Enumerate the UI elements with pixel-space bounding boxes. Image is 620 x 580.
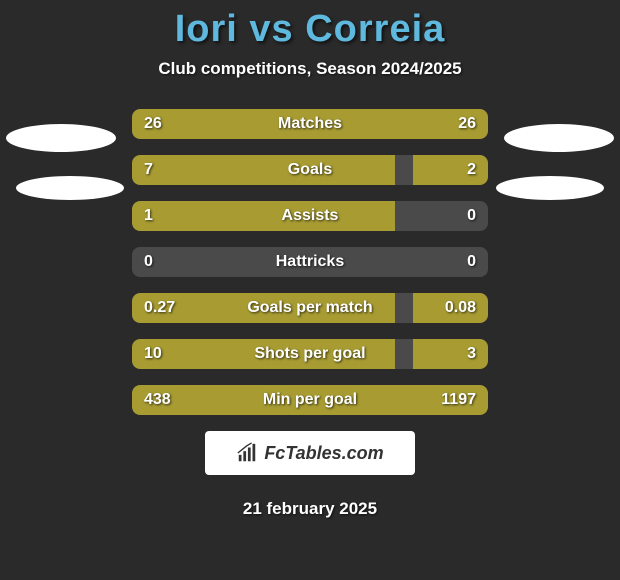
player-right-placeholder-2 [496, 176, 604, 200]
stat-rows: 2626Matches 72Goals 10Assists 00Hattricks 0.… [132, 109, 488, 415]
player-right-placeholder-1 [504, 124, 614, 152]
stat-row: 0.270.08Goals per match [132, 293, 488, 323]
stat-label: Shots per goal [132, 339, 488, 369]
stat-row: 2626Matches [132, 109, 488, 139]
subtitle: Club competitions, Season 2024/2025 [0, 59, 620, 79]
player-left-placeholder-2 [16, 176, 124, 200]
stat-row: 00Hattricks [132, 247, 488, 277]
stat-row: 72Goals [132, 155, 488, 185]
stat-label: Matches [132, 109, 488, 139]
chart-icon [236, 442, 258, 464]
stat-row: 103Shots per goal [132, 339, 488, 369]
stat-row: 10Assists [132, 201, 488, 231]
stat-label: Min per goal [132, 385, 488, 415]
page-title: Iori vs Correia [0, 8, 620, 51]
stat-label: Assists [132, 201, 488, 231]
stat-label: Hattricks [132, 247, 488, 277]
watermark-badge: FcTables.com [205, 431, 415, 475]
stat-row: 4381197Min per goal [132, 385, 488, 415]
player-left-placeholder-1 [6, 124, 116, 152]
comparison-card: Iori vs Correia Club competitions, Seaso… [0, 0, 620, 580]
watermark-text: FcTables.com [264, 443, 383, 464]
date-text: 21 february 2025 [0, 499, 620, 519]
stat-label: Goals [132, 155, 488, 185]
stat-label: Goals per match [132, 293, 488, 323]
